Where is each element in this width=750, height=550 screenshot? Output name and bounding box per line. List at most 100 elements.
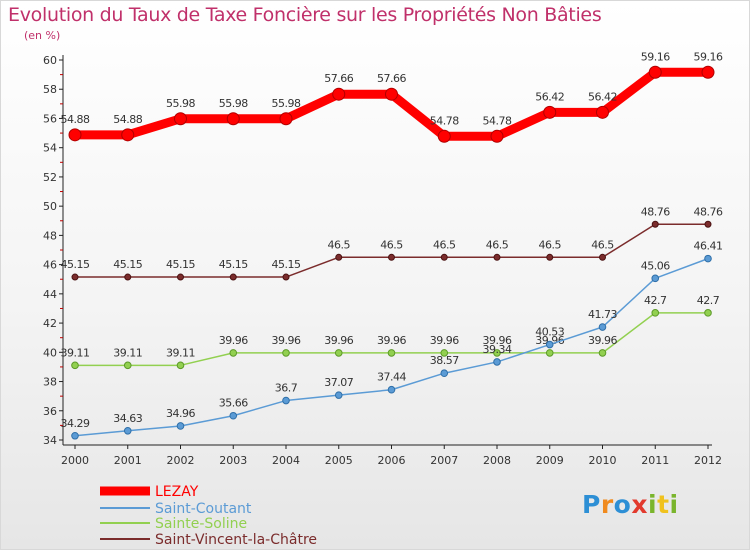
data-point: [282, 396, 290, 405]
x-tick-label: 2011: [641, 454, 669, 467]
data-label: 54.88: [61, 113, 90, 126]
logo-letter: r: [600, 490, 614, 519]
legend-label: Saint-Vincent-la-Châtre: [155, 532, 317, 548]
data-label: 34.96: [166, 407, 195, 420]
data-point: [385, 87, 398, 101]
data-point: [71, 361, 79, 370]
data-point: [229, 411, 238, 420]
data-point: [598, 323, 607, 331]
legend-label: Saint-Coutant: [155, 501, 252, 517]
data-point: [704, 254, 712, 263]
data-point: [440, 369, 449, 378]
data-label: 42.7: [697, 294, 720, 307]
data-label: 54.88: [113, 113, 142, 126]
data-label: 35.66: [219, 397, 248, 410]
y-tick-label: 48: [43, 229, 57, 242]
y-tick-label: 38: [43, 376, 57, 389]
data-label: 38.57: [430, 354, 459, 367]
data-label: 37.07: [324, 376, 353, 389]
data-point: [440, 349, 449, 357]
data-label: 39.96: [272, 334, 301, 347]
data-point: [648, 65, 662, 79]
data-label: 46.5: [380, 238, 403, 251]
data-point: [651, 274, 660, 283]
data-point: [598, 349, 607, 357]
data-point: [68, 128, 82, 142]
data-label: 45.06: [641, 259, 670, 272]
data-point: [704, 220, 712, 228]
data-point: [121, 128, 135, 142]
data-point: [704, 309, 712, 317]
data-point: [71, 431, 79, 440]
x-tick-label: 2000: [61, 454, 89, 467]
data-point: [493, 253, 501, 261]
data-label: 39.96: [535, 334, 564, 347]
x-tick-label: 2001: [114, 454, 142, 467]
data-label: 39.96: [219, 334, 248, 347]
x-tick-label: 2012: [694, 454, 722, 467]
proxiti-logo: Proxiti: [582, 490, 679, 519]
data-point: [387, 349, 396, 357]
legend-label: LEZAY: [155, 484, 199, 500]
data-label: 39.11: [166, 346, 195, 359]
logo-letter: i: [648, 490, 658, 519]
data-point: [229, 273, 237, 281]
data-point: [334, 349, 343, 357]
data-label: 42.7: [644, 294, 667, 307]
data-point: [546, 253, 554, 261]
data-label: 45.15: [61, 258, 90, 271]
x-tick-label: 2009: [536, 454, 564, 467]
y-tick-label: 58: [43, 83, 57, 96]
data-label: 45.15: [166, 258, 195, 271]
y-tick-label: 36: [43, 405, 57, 418]
x-tick-label: 2008: [483, 454, 511, 467]
y-tick-label: 50: [43, 200, 57, 213]
data-label: 48.76: [641, 205, 670, 218]
chart-subtitle: (en %): [24, 29, 61, 42]
data-point: [123, 426, 132, 435]
data-label: 37.44: [377, 371, 406, 384]
data-label: 59.16: [641, 50, 670, 63]
y-tick-label: 46: [43, 259, 57, 272]
x-tick-label: 2003: [219, 454, 247, 467]
logo-letter: i: [669, 490, 679, 519]
data-label: 45.15: [113, 258, 142, 271]
y-tick-label: 42: [43, 317, 57, 330]
data-point: [543, 105, 557, 119]
data-point: [177, 273, 184, 281]
data-label: 39.96: [483, 334, 512, 347]
logo-letter: o: [613, 490, 632, 519]
data-point: [282, 273, 290, 281]
data-point: [176, 361, 185, 370]
y-tick-label: 56: [43, 112, 57, 125]
data-point: [226, 112, 240, 126]
data-point: [174, 112, 187, 126]
data-label: 46.5: [328, 238, 351, 251]
data-label: 39.11: [61, 346, 90, 359]
data-label: 40.53: [535, 326, 564, 339]
legend-label: Sainte-Soline: [155, 516, 247, 532]
data-label: 45.15: [272, 258, 301, 271]
data-point: [124, 273, 132, 281]
data-point: [71, 273, 79, 281]
data-label: 46.5: [433, 238, 456, 251]
data-point: [176, 422, 185, 430]
data-point: [490, 129, 504, 143]
logo-letter: P: [582, 490, 601, 519]
x-tick-label: 2010: [589, 454, 617, 467]
data-label: 56.42: [535, 90, 564, 103]
data-point: [440, 253, 448, 261]
data-label: 39.96: [377, 334, 406, 347]
logo-letter: t: [657, 490, 670, 519]
logo-letter: x: [631, 490, 648, 519]
data-label: 34.29: [61, 417, 90, 430]
y-tick-label: 44: [43, 288, 57, 301]
data-point: [282, 349, 290, 357]
data-label: 55.98: [272, 97, 301, 110]
data-label: 45.15: [219, 258, 248, 271]
data-point: [335, 253, 343, 261]
data-label: 46.5: [591, 238, 614, 251]
data-point: [279, 112, 293, 126]
data-point: [651, 220, 659, 228]
